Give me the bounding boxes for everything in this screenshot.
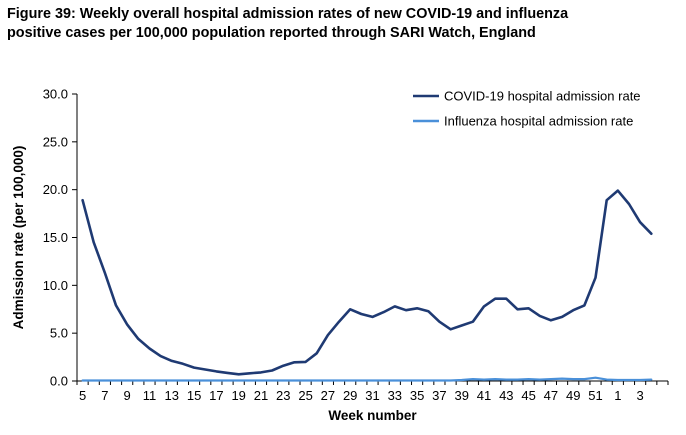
x-tick-label: 19 [231, 388, 245, 403]
y-tick-label: 0.0 [50, 374, 68, 389]
x-tick-label: 51 [588, 388, 602, 403]
x-tick-label: 29 [343, 388, 357, 403]
axes [77, 94, 668, 381]
x-tick-label: 43 [499, 388, 513, 403]
x-tick-label: 31 [365, 388, 379, 403]
legend-label: COVID-19 hospital admission rate [444, 89, 641, 104]
x-tick-label: 5 [79, 388, 86, 403]
y-tick-label: 5.0 [50, 326, 68, 341]
x-tick-label: 21 [254, 388, 268, 403]
x-tick-label: 25 [298, 388, 312, 403]
y-axis-ticks: 0.0 5.0 10.0 15.0 20.0 25.0 30.0 [43, 87, 77, 389]
x-tick-label: 9 [124, 388, 131, 403]
x-tick-label: 41 [477, 388, 491, 403]
covid-series-line [83, 191, 652, 375]
legend-label: Influenza hospital admission rate [444, 114, 633, 129]
x-tick-label: 27 [321, 388, 335, 403]
y-axis-title: Admission rate (per 100,000) [11, 146, 26, 330]
y-tick-label: 30.0 [43, 87, 68, 102]
x-tick-label: 1 [614, 388, 621, 403]
line-chart: 0.05.010.015.020.025.030.0 5 7 9 11 13 15 17 19… [0, 0, 686, 435]
legend: COVID-19 hospital admission rate Influenz… [413, 89, 641, 129]
y-tick-label: 15.0 [43, 230, 68, 245]
y-tick-label: 20.0 [43, 182, 68, 197]
x-tick-label: 33 [388, 388, 402, 403]
y-tick-label: 25.0 [43, 134, 68, 149]
x-tick-label: 15 [187, 388, 201, 403]
x-tick-label: 7 [101, 388, 108, 403]
x-tick-label: 11 [143, 388, 157, 403]
y-tick-label: 10.0 [43, 278, 68, 293]
influenza-series-line [83, 378, 652, 381]
x-tick-label: 35 [410, 388, 424, 403]
x-tick-label: 49 [566, 388, 580, 403]
x-tick-label: 47 [544, 388, 558, 403]
x-tick-label: 17 [209, 388, 223, 403]
x-tick-label: 39 [454, 388, 468, 403]
x-axis-title: Week number [328, 408, 417, 423]
series-lines [83, 191, 652, 381]
x-tick-label: 45 [521, 388, 535, 403]
x-axis-ticks: 5 7 9 11 13 15 17 19 21 23 25 27 29 31 33 35 37 39 41 43 45 4… [77, 381, 668, 403]
x-tick-label: 13 [165, 388, 179, 403]
x-tick-label: 3 [637, 388, 644, 403]
x-tick-label: 37 [432, 388, 446, 403]
x-tick-label: 23 [276, 388, 290, 403]
